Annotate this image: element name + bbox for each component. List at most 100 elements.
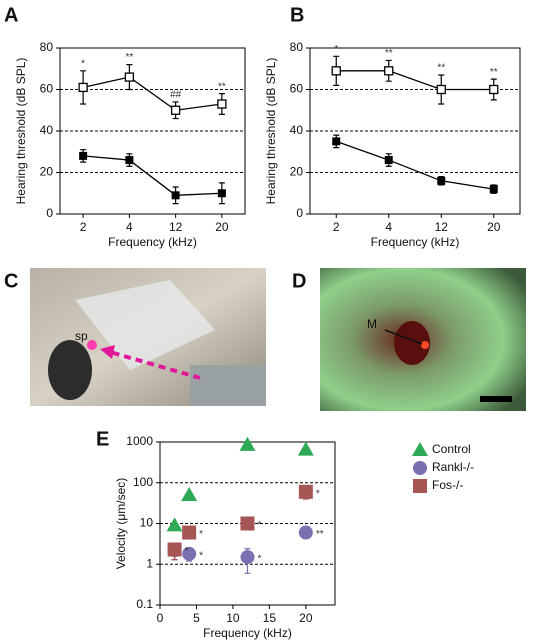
series-line <box>336 70 494 91</box>
annotation: * <box>258 554 262 565</box>
instrument <box>190 365 266 406</box>
y-tick-label: 80 <box>40 40 54 54</box>
x-tick-label: 4 <box>126 220 133 234</box>
marker <box>489 84 499 95</box>
marker <box>171 191 180 200</box>
marker <box>217 99 227 109</box>
x-tick-label: 2 <box>333 220 340 234</box>
x-tick-label: 20 <box>215 220 229 234</box>
panel-label: E <box>96 428 109 450</box>
marker <box>124 72 135 82</box>
series-line <box>336 140 494 190</box>
spot <box>421 341 429 349</box>
annotation: * <box>258 520 262 531</box>
x-axis-label: Frequency (kHz) <box>108 235 197 249</box>
marker <box>297 441 314 456</box>
annotation: ** <box>218 81 226 92</box>
annotation: * <box>199 529 203 540</box>
marker <box>78 82 88 93</box>
tissue <box>394 321 430 365</box>
marker <box>167 542 182 557</box>
x-tick-label: 10 <box>226 611 240 625</box>
annotation: * <box>316 488 320 499</box>
annotation: ## <box>170 90 182 101</box>
legend-label: Control <box>432 442 471 456</box>
marker <box>166 517 183 532</box>
y-tick-label: 20 <box>40 165 54 179</box>
panel-label: A <box>4 4 18 26</box>
marker <box>412 442 428 456</box>
marker <box>384 156 393 165</box>
y-tick-label: 1000 <box>126 434 153 448</box>
marker <box>437 176 446 185</box>
arrow <box>109 350 201 380</box>
x-tick-label: 12 <box>169 220 183 234</box>
marker <box>217 189 226 198</box>
y-tick-label: 20 <box>290 165 304 179</box>
marker <box>489 185 498 194</box>
marker <box>239 436 256 451</box>
plot-frame <box>59 47 246 215</box>
y-axis-label: Hearing threshold (dB SPL) <box>264 58 278 205</box>
marker <box>181 487 198 502</box>
x-tick-label: 5 <box>193 611 200 625</box>
y-axis-label: Hearing threshold (dB SPL) <box>14 58 28 205</box>
marker <box>332 137 341 146</box>
x-tick-label: 20 <box>299 611 313 625</box>
photo-c: sp C <box>4 268 266 406</box>
y-tick-label: 80 <box>290 40 304 54</box>
y-tick-label: 40 <box>290 123 304 137</box>
marker <box>182 546 197 561</box>
annotation: * <box>199 550 203 561</box>
marker <box>436 84 446 95</box>
annotation: ** <box>437 63 445 74</box>
annotation: ** <box>316 529 324 540</box>
marker <box>384 66 394 76</box>
arrow-head <box>100 345 115 359</box>
x-tick-label: 0 <box>157 611 164 625</box>
x-axis-label: Frequency (kHz) <box>203 626 292 640</box>
panel-label: D <box>292 270 306 292</box>
pointer <box>384 329 423 345</box>
marker <box>79 151 88 160</box>
y-tick-label: 0 <box>296 206 303 220</box>
device <box>75 280 215 370</box>
x-tick-label: 15 <box>263 611 277 625</box>
photo-label: sp <box>75 329 88 343</box>
y-tick-label: 10 <box>140 516 154 530</box>
specimen <box>48 340 92 400</box>
photo-d: M D <box>292 268 526 411</box>
x-axis-label: Frequency (kHz) <box>371 235 460 249</box>
marker <box>331 66 341 76</box>
marker <box>182 525 197 540</box>
annotation: * <box>81 58 85 69</box>
x-tick-label: 4 <box>385 220 392 234</box>
marker <box>240 516 255 531</box>
y-tick-label: 100 <box>133 475 153 489</box>
plot-frame <box>309 47 521 215</box>
panel-label: C <box>4 270 18 292</box>
photo-label: M <box>367 317 377 331</box>
marker <box>240 550 255 565</box>
series-line <box>82 76 222 111</box>
panel-label: B <box>290 4 304 26</box>
y-tick-label: 60 <box>40 82 54 96</box>
y-tick-label: 1 <box>146 556 153 570</box>
probe-tip <box>87 340 97 350</box>
series-line <box>83 155 222 196</box>
annotation: * <box>185 546 189 557</box>
x-tick-label: 12 <box>435 220 449 234</box>
annotation: * <box>334 44 338 55</box>
annotation: ** <box>125 52 133 63</box>
y-tick-label: 60 <box>290 82 304 96</box>
y-tick-label: 0 <box>46 206 53 220</box>
x-tick-label: 20 <box>487 220 501 234</box>
scale-bar <box>480 396 512 402</box>
annotation: ** <box>490 67 498 78</box>
legend-label: Rankl-/- <box>432 460 474 474</box>
marker <box>413 479 427 493</box>
marker <box>413 461 427 475</box>
y-tick-label: 0.1 <box>136 597 153 611</box>
marker <box>125 156 134 165</box>
